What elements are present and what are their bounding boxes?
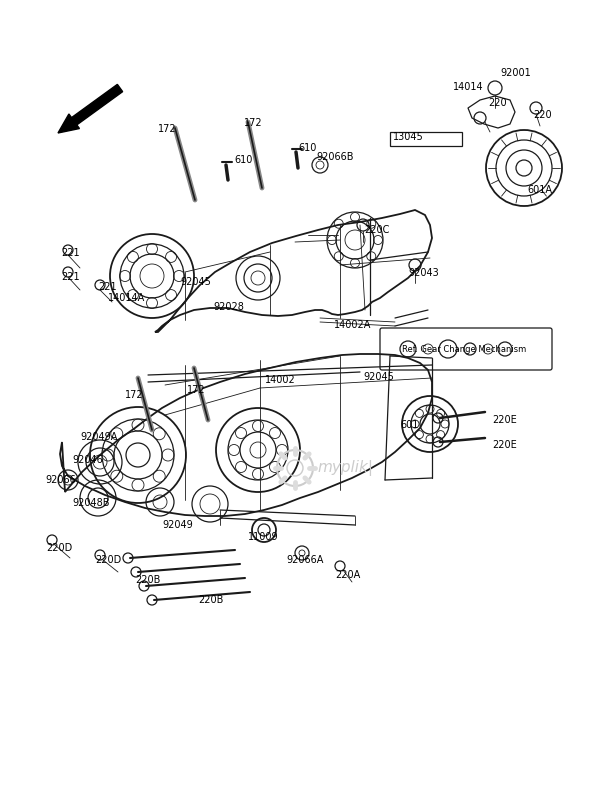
Text: 220B: 220B — [135, 575, 160, 585]
Text: 14014A: 14014A — [108, 293, 145, 303]
Text: 92046: 92046 — [72, 455, 103, 465]
Text: 601: 601 — [400, 420, 418, 430]
Text: 220E: 220E — [492, 440, 517, 450]
Text: 92048B: 92048B — [72, 498, 110, 508]
Text: 220A: 220A — [335, 570, 360, 580]
Text: 220D: 220D — [46, 543, 72, 553]
Text: 172: 172 — [158, 124, 176, 134]
Text: 220B: 220B — [198, 595, 223, 605]
Text: 601A: 601A — [527, 185, 552, 195]
Text: 14002A: 14002A — [334, 320, 371, 330]
Text: 11009: 11009 — [248, 532, 278, 542]
Text: 92066B: 92066B — [316, 152, 353, 162]
Text: 92049: 92049 — [162, 520, 193, 530]
Text: 220E: 220E — [492, 415, 517, 425]
Bar — [390, 132, 462, 146]
Text: 172: 172 — [244, 118, 263, 128]
Text: 221: 221 — [61, 272, 80, 282]
Text: 610: 610 — [234, 155, 253, 165]
Text: myplik|: myplik| — [317, 460, 373, 476]
Text: 92001: 92001 — [500, 68, 531, 78]
Text: 92049A: 92049A — [80, 432, 118, 442]
Text: 92045: 92045 — [363, 372, 394, 382]
Text: 220C: 220C — [364, 225, 389, 235]
Text: 220: 220 — [488, 98, 506, 108]
Text: 220: 220 — [533, 110, 551, 120]
Text: 92028: 92028 — [213, 302, 244, 312]
Text: 92043: 92043 — [408, 268, 439, 278]
Text: 92066A: 92066A — [286, 555, 323, 565]
Text: 92045: 92045 — [180, 277, 211, 287]
Text: 14002: 14002 — [265, 375, 296, 385]
Text: 610: 610 — [298, 143, 316, 153]
Text: 13045: 13045 — [393, 132, 424, 142]
Text: 220D: 220D — [95, 555, 121, 565]
FancyArrow shape — [58, 84, 122, 133]
Text: 221: 221 — [61, 248, 80, 258]
Text: 14014: 14014 — [453, 82, 484, 92]
Text: Ref. Gear Change Mechanism: Ref. Gear Change Mechanism — [402, 345, 526, 354]
Text: 172: 172 — [187, 385, 206, 395]
Text: 172: 172 — [125, 390, 143, 400]
Text: 221: 221 — [98, 282, 116, 292]
Text: 92066: 92066 — [45, 475, 76, 485]
